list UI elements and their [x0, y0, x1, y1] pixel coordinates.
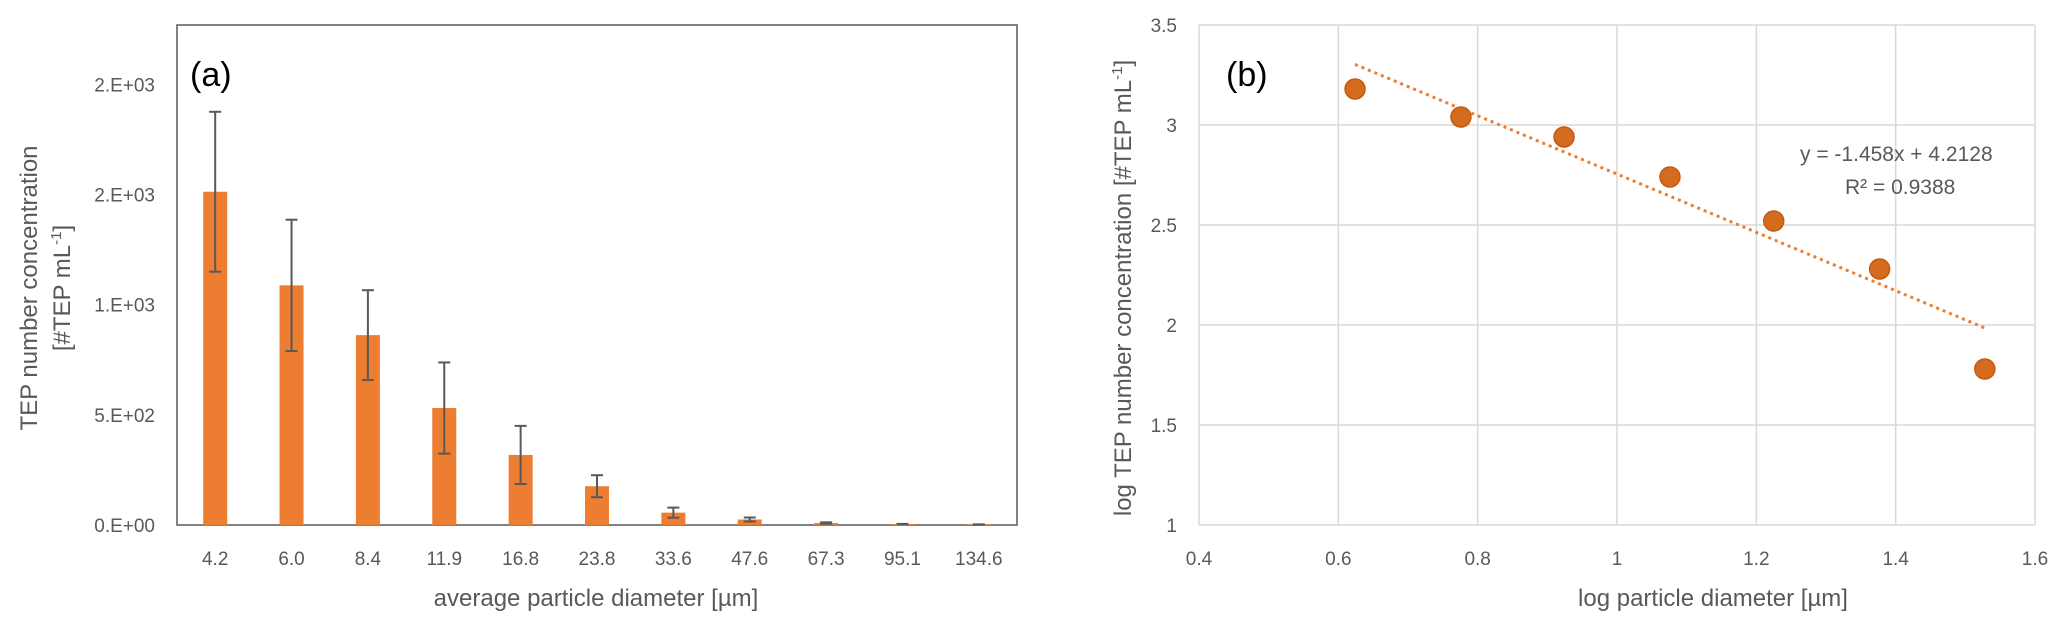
y-tick-label: 1 — [1166, 516, 1177, 537]
panel-label-a: (a) — [190, 56, 232, 94]
bar-chart-panel-a: (a) 0.E+00 5.E+02 1.E+03 2.E+03 2.E+03 4.2 6.… — [16, 24, 1018, 612]
data-point — [1659, 166, 1681, 188]
y-tick-label: 2.E+03 — [94, 75, 155, 96]
data-point — [1344, 78, 1366, 100]
x-tick-label: 47.6 — [731, 549, 768, 570]
data-point — [1763, 210, 1785, 232]
y-axis-title-line2: [#TEP mL-1] — [48, 225, 76, 351]
y-tick-label: 3.5 — [1151, 16, 1177, 37]
x-tick-label: 33.6 — [655, 549, 692, 570]
y-tick-label: 2 — [1166, 316, 1177, 337]
error-bar — [667, 506, 680, 519]
x-tick-label: 11.9 — [426, 549, 462, 570]
error-bars — [209, 110, 985, 526]
x-tick-label: 0.4 — [1186, 549, 1213, 570]
y-tick-label: 1.E+03 — [94, 296, 155, 317]
x-tick-labels: 0.4 0.6 0.8 1 1.2 1.4 1.6 — [1186, 549, 2048, 570]
x-axis-title: log particle diameter [µm] — [1578, 585, 1848, 612]
x-tick-label: 1.6 — [2022, 549, 2048, 570]
error-bar — [438, 361, 451, 455]
x-tick-label: 67.3 — [808, 549, 845, 570]
data-points — [1344, 78, 1996, 380]
x-tick-label: 23.8 — [579, 549, 616, 570]
x-tick-label: 1 — [1612, 549, 1623, 570]
data-point — [1868, 258, 1891, 280]
trend-r-squared: R² = 0.9388 — [1845, 176, 1955, 199]
y-tick-labels: 0.E+00 5.E+02 1.E+03 2.E+03 2.E+03 — [94, 75, 155, 537]
error-bar — [514, 424, 527, 486]
y-tick-label: 3 — [1166, 116, 1177, 137]
x-tick-label: 4.2 — [202, 549, 228, 570]
error-bar — [820, 521, 833, 525]
error-bar — [591, 474, 603, 499]
bar — [661, 512, 686, 525]
x-tick-label: 0.8 — [1464, 549, 1490, 570]
error-bar — [361, 289, 374, 382]
x-tick-label: 95.1 — [884, 549, 921, 570]
x-tick-label: 8.4 — [355, 549, 382, 570]
y-tick-label: 0.E+00 — [94, 516, 155, 537]
y-tick-label: 5.E+02 — [94, 406, 155, 427]
trend-equation: y = -1.458x + 4.2128 — [1800, 143, 1993, 166]
data-point — [1553, 126, 1575, 148]
error-bar — [209, 110, 222, 273]
y-tick-label: 2.E+03 — [94, 186, 155, 207]
data-point — [1974, 358, 1996, 380]
gridlines — [1198, 24, 2036, 526]
y-tick-labels: 1 1.5 2 2.5 3 3.5 — [1151, 16, 1177, 537]
scatter-chart-panel-b: 1 1.5 2 2.5 3 3.5 0.4 0.6 0.8 1 1.2 1.4 1.6 (b) y =… — [1109, 16, 2048, 612]
x-tick-label: 1.4 — [1882, 549, 1909, 570]
x-tick-label: 1.2 — [1743, 549, 1769, 570]
x-tick-label: 6.0 — [278, 549, 304, 570]
y-axis-title-line1: TEP number concentration — [16, 145, 43, 430]
data-point — [1450, 106, 1472, 128]
error-bar — [285, 218, 298, 352]
x-tick-label: 16.8 — [502, 549, 539, 570]
error-bar — [743, 516, 756, 523]
x-tick-label: 134.6 — [955, 549, 1003, 570]
y-axis-title: log TEP number concentration [#TEP mL-1] — [1109, 60, 1137, 516]
x-tick-label: 0.6 — [1325, 549, 1351, 570]
x-axis-title: average particle diameter [µm] — [434, 585, 759, 612]
x-tick-labels: 4.2 6.0 8.4 11.9 16.8 23.8 33.6 47.6 67.3 95.1 134… — [202, 549, 1003, 570]
y-tick-label: 2.5 — [1151, 216, 1177, 237]
panel-label-b: (b) — [1226, 56, 1268, 94]
y-tick-label: 1.5 — [1151, 416, 1177, 437]
